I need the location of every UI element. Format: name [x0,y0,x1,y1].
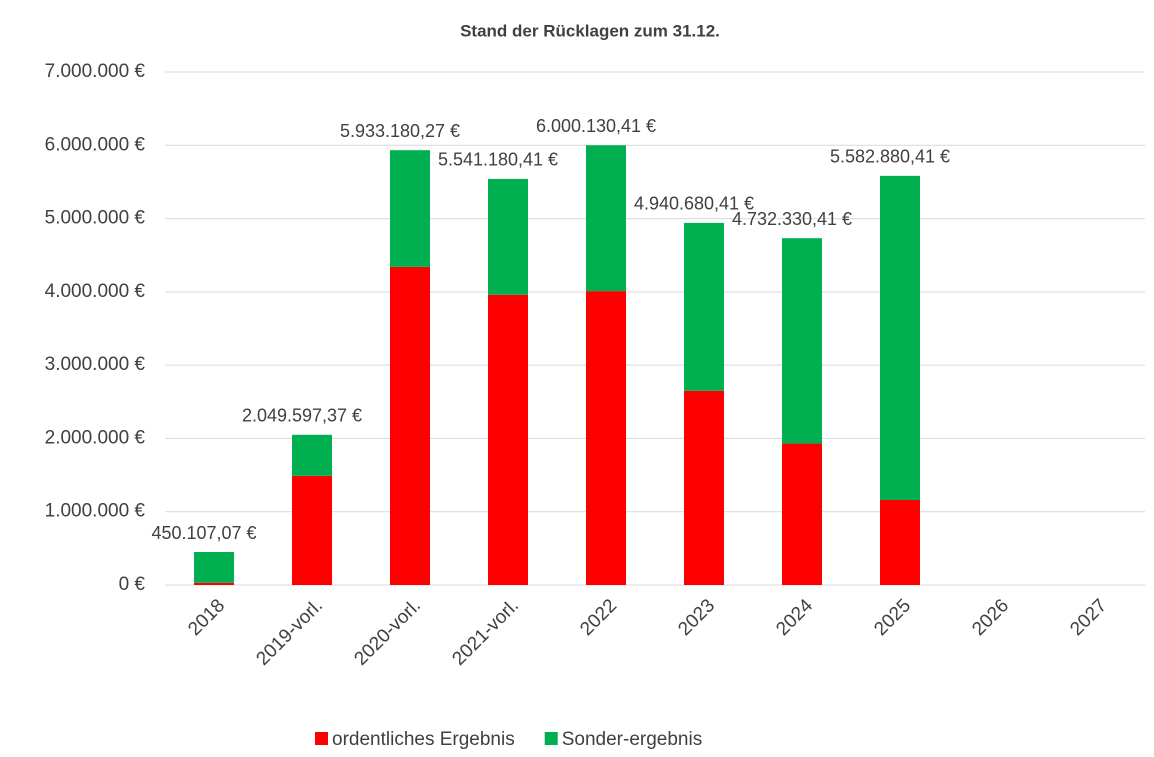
x-tick-label: 2023 [674,595,719,640]
bar-segment [488,178,528,295]
y-tick-label: 7.000.000 € [45,61,146,82]
bar-segment [292,475,332,585]
total-label: 5.541.180,41 € [438,150,558,170]
total-label: 6.000.130,41 € [536,116,656,136]
y-tick-label: 0 € [119,574,146,595]
total-label: 4.940.680,41 € [634,194,754,214]
bar-segment [684,390,724,585]
total-label: 450.107,07 € [151,523,256,543]
bar-segment [586,291,626,585]
legend-swatch [544,732,558,745]
bar-segment [390,266,430,585]
total-label: 5.933.180,27 € [340,121,460,141]
bar-segment [880,499,920,585]
bar-segment [782,238,822,444]
legend-label: Sonder-ergebnis [562,729,702,750]
x-tick-label: 2025 [870,595,915,640]
total-label: 4.732.330,41 € [732,209,852,229]
bar-segment [782,443,822,585]
x-tick-label: 2018 [184,595,229,640]
x-tick-label: 2019-vorl. [252,595,327,670]
bar-segment [684,222,724,391]
x-tick-label: 2020-vorl. [350,595,425,670]
total-label: 2.049.597,37 € [242,406,362,426]
x-tick-label: 2024 [772,595,817,640]
x-tick-label: 2021-vorl. [448,595,523,670]
bar-segment [880,175,920,500]
x-tick-label: 2027 [1066,595,1111,640]
y-tick-label: 6.000.000 € [45,134,146,155]
bar-segment [390,150,430,267]
chart-title: Stand der Rücklagen zum 31.12. [460,21,720,40]
x-tick-label: 2026 [968,595,1013,640]
bar-segment [292,434,332,476]
y-tick-label: 4.000.000 € [45,281,146,302]
y-tick-label: 5.000.000 € [45,208,146,229]
total-label: 5.582.880,41 € [830,147,950,167]
bar-segment [194,552,234,583]
bar-segment [586,145,626,292]
bar-segment [194,582,234,585]
bar-segment [488,294,528,585]
y-tick-label: 3.000.000 € [45,354,146,375]
legend-label: ordentliches Ergebnis [332,729,515,750]
y-tick-label: 1.000.000 € [45,501,146,522]
x-tick-label: 2022 [576,595,621,640]
legend-swatch [315,732,328,745]
y-tick-label: 2.000.000 € [45,427,146,448]
